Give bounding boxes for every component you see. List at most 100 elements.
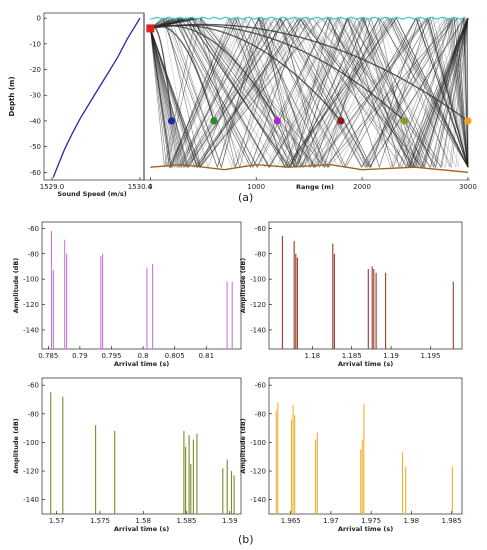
ray-path <box>150 16 469 169</box>
arr-purple-ytick-label: -60 <box>28 225 39 233</box>
arr-olive-ytick-label: -60 <box>28 382 39 390</box>
ssp-xlabel: Sound Speed (m/s) <box>57 190 126 198</box>
caption-b: (b) <box>238 533 254 546</box>
arr-olive-xlabel: Arrival time (s) <box>114 525 169 533</box>
arr-orange-xlabel: Arrival time (s) <box>338 525 393 533</box>
arr-red-xtick-label: 1.185 <box>342 352 362 360</box>
arr-orange-ylabel: Amplitude (dB) <box>239 418 247 474</box>
arr-purple-frame <box>41 221 242 350</box>
ray-path <box>150 17 469 168</box>
ray-path <box>150 17 469 168</box>
ssp-ytick-label: -30 <box>30 92 41 100</box>
arr-olive-ytick-label: -120 <box>23 468 39 476</box>
ray-path <box>150 17 469 169</box>
arr-purple-xtick-label: 0.79 <box>72 352 88 360</box>
arr-red-ytick-label: -80 <box>255 250 266 258</box>
source-marker <box>146 24 155 33</box>
receiver-marker <box>210 117 218 125</box>
ray-path <box>150 17 469 169</box>
receiver-marker <box>464 117 472 125</box>
rays-xlabel: Range (m) <box>296 183 334 191</box>
arr-olive-ytick-label: -80 <box>28 410 39 418</box>
ray-path <box>150 16 469 169</box>
ssp-ytick-label: -40 <box>30 117 41 125</box>
ray-path <box>150 17 469 169</box>
arr-red-xtick-label: 1.19 <box>383 352 399 360</box>
receiver-marker <box>400 117 408 125</box>
arr-red-ylabel: Amplitude (dB) <box>239 258 247 314</box>
rays-xtick-label: 3000 <box>459 183 477 191</box>
ssp-ytick-label: -50 <box>30 143 41 151</box>
arr-purple-xtick-label: 0.81 <box>198 352 214 360</box>
eigenray-path <box>150 23 469 122</box>
ray-path <box>150 17 469 169</box>
ray-bundle <box>149 16 469 169</box>
arr-orange-ytick-label: -80 <box>255 410 266 418</box>
ssp-ytick-label: -20 <box>30 66 41 74</box>
arr-olive-ytick-label: -100 <box>23 439 39 447</box>
ray-path <box>150 17 469 168</box>
ray-path <box>150 17 469 169</box>
arr-red-ytick-label: -120 <box>250 301 266 309</box>
ray-path <box>150 16 469 169</box>
ray-path <box>150 17 469 168</box>
ray-path <box>150 17 469 169</box>
arr-olive-xtick-label: 1.575 <box>90 517 110 525</box>
arr-red-xtick-label: 1.18 <box>305 352 321 360</box>
arr-orange-frame <box>268 377 463 515</box>
arr-orange-ytick-label: -100 <box>250 439 266 447</box>
arr-purple-ylabel: Amplitude (dB) <box>12 258 20 314</box>
arr-purple-ytick-label: -140 <box>23 326 39 334</box>
arr-orange-ytick-label: -60 <box>255 382 266 390</box>
arr-purple-xlabel: Arrival time (s) <box>114 360 169 368</box>
ssp-ytick-label: 0 <box>37 15 41 23</box>
arr-red-frame <box>268 221 463 350</box>
arr-olive-ylabel: Amplitude (dB) <box>12 418 20 474</box>
ray-path <box>150 16 469 169</box>
ray-path <box>150 17 469 168</box>
arr-orange-xtick-label: 1.965 <box>281 517 301 525</box>
arr-olive-xtick-label: 1.58 <box>135 517 151 525</box>
ray-path <box>150 17 469 169</box>
ray-path <box>150 17 469 168</box>
ray-path <box>150 16 469 169</box>
ray-path <box>150 16 469 169</box>
ssp-xtick-label: 1529.0 <box>40 183 65 191</box>
arr-olive-xtick-label: 1.59 <box>222 517 238 525</box>
ray-path <box>150 16 469 169</box>
ray-path <box>150 16 469 169</box>
arr-purple-ytick-label: -80 <box>28 250 39 258</box>
receiver-marker <box>337 117 345 125</box>
ray-path <box>150 17 469 169</box>
ray-path <box>150 17 469 169</box>
ssp-ytick-label: -10 <box>30 40 41 48</box>
rays-xtick-label: 2000 <box>353 183 371 191</box>
arr-purple-xtick-label: 0.805 <box>165 352 185 360</box>
arr-red-xlabel: Arrival time (s) <box>338 360 393 368</box>
ray-path <box>150 16 469 169</box>
sea-surface <box>150 16 466 20</box>
receiver-marker <box>273 117 281 125</box>
ray-path <box>150 17 469 169</box>
arr-purple-ytick-label: -100 <box>23 276 39 284</box>
arr-olive-xtick-label: 1.585 <box>176 517 196 525</box>
caption-a: (a) <box>238 191 254 204</box>
arr-purple-ytick-label: -120 <box>23 301 39 309</box>
arr-red-xtick-label: 1.195 <box>420 352 440 360</box>
arr-olive-ytick-label: -140 <box>23 496 39 504</box>
rays-xtick-label: 1000 <box>247 183 265 191</box>
receiver-marker <box>167 117 176 125</box>
ssp-ytick-label: -60 <box>30 169 41 177</box>
ssp-xtick-label: 1530.4 <box>128 183 153 191</box>
ray-path <box>150 16 469 169</box>
arr-orange-xtick-label: 1.97 <box>323 517 339 525</box>
sea-bottom <box>150 163 468 173</box>
arr-orange-xtick-label: 1.975 <box>361 517 381 525</box>
ray-path <box>150 17 469 169</box>
arr-purple-xtick-label: 0.785 <box>38 352 58 360</box>
rays-xtick-label: 0 <box>148 183 152 191</box>
arr-red-ytick-label: -100 <box>250 276 266 284</box>
arr-red-ytick-label: -140 <box>250 326 266 334</box>
arr-red-ytick-label: -60 <box>255 225 266 233</box>
